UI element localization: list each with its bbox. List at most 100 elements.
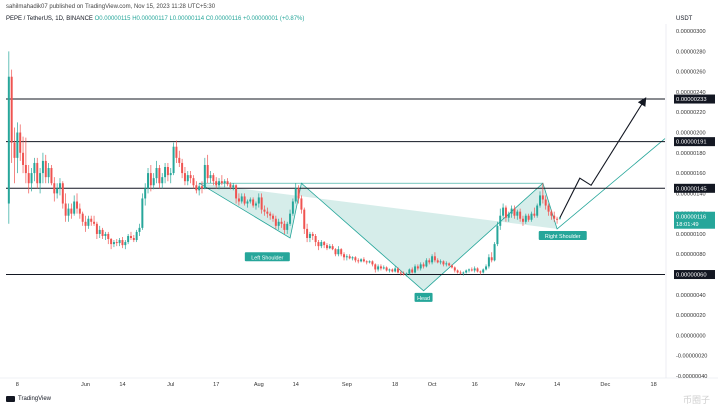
candle-body xyxy=(237,198,240,202)
candle-body xyxy=(249,199,252,202)
candle-body xyxy=(93,221,96,224)
y-tick-label: 0.00000200 xyxy=(676,131,706,137)
candle-body xyxy=(448,263,451,266)
candle-body xyxy=(232,185,235,188)
candle-body xyxy=(229,184,232,188)
candle-body xyxy=(164,167,167,178)
candle-body xyxy=(450,265,453,268)
candle-body xyxy=(408,269,411,274)
annotation-bg xyxy=(244,252,290,262)
y-tick-label: 0.00000100 xyxy=(676,232,706,238)
candle-body xyxy=(379,266,382,269)
candle-body xyxy=(391,269,394,272)
candle-body xyxy=(334,249,337,255)
candle-body xyxy=(558,217,561,219)
candle-body xyxy=(365,261,368,263)
candle-body xyxy=(124,242,127,246)
tradingview-logo[interactable]: TradingView xyxy=(6,396,51,402)
candle-body xyxy=(303,209,306,229)
candle-body xyxy=(218,181,221,186)
x-tick-label: Jul xyxy=(167,382,174,388)
candle-body xyxy=(277,221,280,226)
candle-body xyxy=(476,268,479,272)
level-label: 0.00000233 xyxy=(676,97,707,103)
candle-body xyxy=(487,257,490,267)
candle-body xyxy=(533,213,536,216)
candle-body xyxy=(308,233,311,239)
candle-body xyxy=(36,162,39,184)
candle-body xyxy=(428,260,431,263)
candle-body xyxy=(331,246,334,250)
candle-body xyxy=(291,201,294,214)
candle-body xyxy=(513,208,516,216)
candle-body xyxy=(348,256,351,259)
candle-body xyxy=(263,209,266,212)
y-tick-label: 0.00000040 xyxy=(676,293,706,299)
candle-body xyxy=(101,229,104,236)
candle-body xyxy=(300,198,303,210)
currency-label[interactable]: USDT xyxy=(676,16,693,22)
candle-body xyxy=(473,268,476,271)
candle-body xyxy=(402,273,405,275)
candle-body xyxy=(297,188,300,199)
candle-body xyxy=(462,272,465,274)
x-tick-label: Aug xyxy=(254,382,264,388)
candle-body xyxy=(294,188,297,202)
candle-body xyxy=(223,181,226,184)
candle-body xyxy=(289,213,292,224)
candle-body xyxy=(556,218,559,220)
candle-body xyxy=(107,233,110,240)
candle-body xyxy=(311,233,314,236)
candle-body xyxy=(240,196,243,202)
x-tick-label: 18 xyxy=(392,382,398,388)
annotation-bg xyxy=(414,292,433,302)
candle-body xyxy=(510,208,513,214)
ohlc-change: +0.00000001 (+0.87%) xyxy=(242,16,305,22)
candle-body xyxy=(547,205,550,212)
candle-body xyxy=(76,201,79,209)
x-tick-label: Jun xyxy=(81,382,90,388)
candle-body xyxy=(550,211,553,216)
candle-body xyxy=(317,242,320,247)
candle-body xyxy=(81,213,84,222)
candle-body xyxy=(215,181,218,186)
candle-body xyxy=(314,235,317,243)
candle-body xyxy=(422,264,425,267)
candle-body xyxy=(485,266,488,270)
candle-body xyxy=(306,228,309,239)
candle-body xyxy=(536,205,539,216)
symbol-pair[interactable]: PEPE / TetherUS, 1D, BINANCE xyxy=(6,16,93,22)
candle-body xyxy=(192,178,195,186)
y-tick-label: -0.00000040 xyxy=(676,374,707,380)
candle-body xyxy=(220,181,223,184)
candle-body xyxy=(541,195,544,200)
candle-body xyxy=(286,223,289,230)
x-tick-label: 14 xyxy=(554,382,560,388)
candle-body xyxy=(416,266,419,269)
symbol-bar: PEPE / TetherUS, 1D, BINANCE O0.00000115… xyxy=(6,16,304,22)
x-tick-label: 8 xyxy=(16,382,19,388)
candle-body xyxy=(445,263,448,265)
candle-body xyxy=(323,242,326,246)
tradingview-logo-icon xyxy=(6,396,15,402)
candle-body xyxy=(209,175,212,179)
candle-body xyxy=(431,256,434,263)
candle-body xyxy=(30,173,33,184)
candle-body xyxy=(345,256,348,258)
annotation-label: Left Shoulder xyxy=(251,255,283,261)
candle-body xyxy=(64,203,67,216)
level-label-bg xyxy=(674,137,715,147)
candle-body xyxy=(385,267,388,271)
candle-body xyxy=(16,132,19,158)
candle-body xyxy=(22,152,25,165)
candle-body xyxy=(13,142,16,158)
candle-body xyxy=(496,225,499,245)
candle-body xyxy=(320,242,323,247)
candle-body xyxy=(414,266,417,273)
annotation-bg xyxy=(538,230,587,240)
candle-body xyxy=(411,269,414,273)
candle-body xyxy=(274,218,277,226)
candle-body xyxy=(169,173,172,176)
candle-body xyxy=(490,257,493,261)
